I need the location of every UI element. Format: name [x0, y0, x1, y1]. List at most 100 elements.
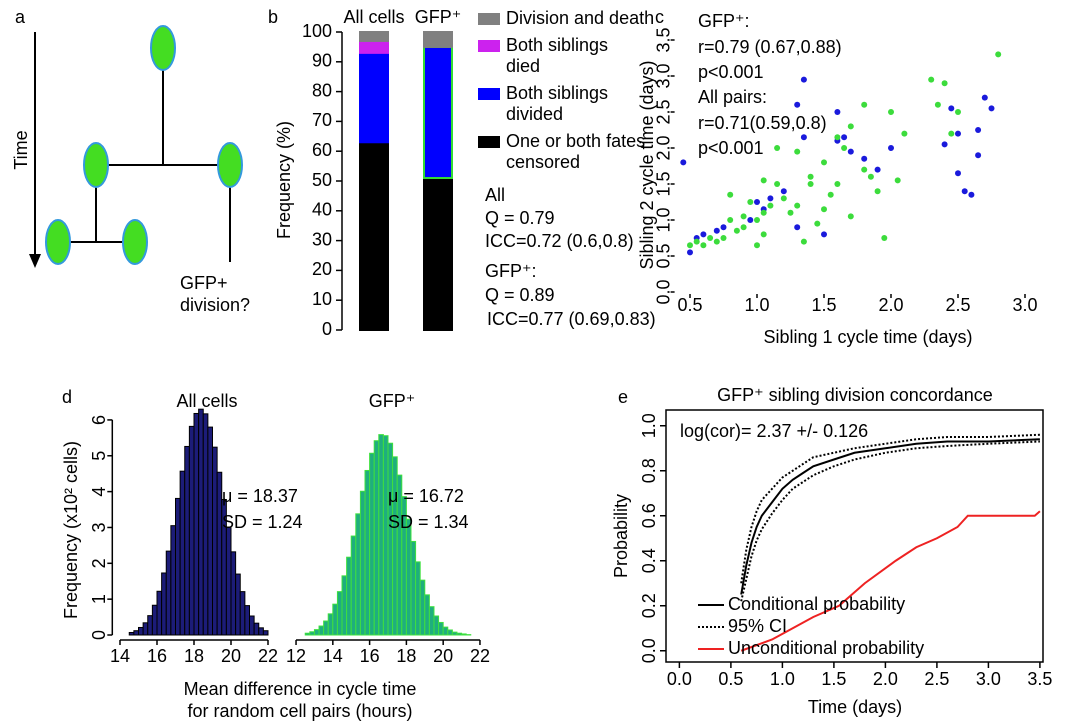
- arrow-head: [29, 254, 41, 268]
- hist-bar: [415, 561, 421, 636]
- x-tick-label: 16: [360, 646, 380, 666]
- point: [847, 213, 854, 220]
- point: [680, 159, 687, 166]
- hist-bar: [405, 518, 412, 636]
- point: [754, 199, 760, 205]
- hist-bar: [193, 412, 200, 636]
- y-tick-label: 1: [89, 594, 109, 604]
- hist-bar: [304, 632, 311, 636]
- hist-bar: [151, 604, 158, 636]
- point: [955, 109, 961, 115]
- legend-label: Unconditional probability: [728, 638, 924, 658]
- hist-bar: [249, 615, 255, 636]
- point: [707, 235, 714, 241]
- bar-segment: [423, 31, 453, 48]
- panel-letter: d: [62, 387, 72, 407]
- hist-bar: [170, 525, 176, 636]
- hist-bar: [198, 408, 204, 636]
- legend-label: Conditional probability: [728, 594, 905, 614]
- y-tick-label: 60: [312, 140, 332, 160]
- point: [780, 195, 787, 202]
- y-tick-label: 0.0: [639, 638, 659, 663]
- point: [794, 224, 801, 231]
- point: [747, 217, 754, 223]
- node-label: division?: [180, 295, 250, 315]
- tree-diagram: a Time GFP+ division?: [11, 7, 250, 315]
- hist-bar: [461, 633, 467, 636]
- panel-letter: e: [618, 387, 628, 407]
- point: [934, 101, 941, 108]
- point: [713, 227, 720, 234]
- hist-bar: [207, 426, 213, 636]
- point: [881, 235, 888, 241]
- annotation: r=0.71(0.59,0.8): [698, 113, 827, 133]
- x-tick-label: 22: [258, 646, 278, 666]
- y-tick-label: 0.0: [653, 279, 673, 304]
- bar-segment: [423, 177, 453, 331]
- y-tick-label: 90: [312, 51, 332, 71]
- point: [740, 224, 747, 231]
- y-tick-label: 0: [322, 319, 332, 339]
- legend-entry: Both siblings died: [478, 35, 681, 77]
- point: [720, 235, 727, 241]
- hist-bar: [133, 630, 139, 636]
- hist-bar: [179, 470, 186, 636]
- point: [687, 242, 693, 249]
- hist-bar: [456, 632, 463, 636]
- point: [780, 188, 787, 195]
- point: [861, 155, 868, 162]
- x-tick-label: 12: [286, 646, 306, 666]
- y-tick-label: 100: [302, 21, 332, 41]
- hist-bar: [244, 605, 250, 636]
- hist-bar: [438, 621, 444, 636]
- hist-bar: [341, 575, 348, 636]
- annotation: GFP⁺:: [485, 261, 537, 281]
- hist-bar: [373, 440, 380, 636]
- point: [754, 242, 760, 249]
- legend-swatch: [478, 136, 500, 148]
- x-tick-label: 3.0: [976, 669, 1001, 689]
- plot-frame: [665, 409, 1044, 663]
- annotation: μ = 18.37: [222, 486, 298, 506]
- y-tick-label: 0.5: [653, 243, 673, 268]
- point: [747, 199, 754, 205]
- y-tick-label: 6: [89, 415, 109, 425]
- annotation: All pairs:: [698, 87, 767, 107]
- x-tick-label: 2.0: [878, 295, 903, 315]
- point: [794, 202, 801, 209]
- hist-bar: [451, 631, 458, 636]
- annotation: p<0.001: [698, 62, 764, 82]
- ci-line: [740, 440, 1040, 602]
- y-axis-label: Sibling 2 cycle time (days): [637, 60, 657, 269]
- point: [814, 220, 821, 227]
- annotation: μ = 16.72: [388, 486, 464, 506]
- legend-label: One or both fates censored: [506, 131, 646, 172]
- legend-entry: One or both fates censored: [478, 131, 681, 173]
- y-tick-label: 1.0: [639, 413, 659, 438]
- point: [821, 159, 827, 166]
- point: [767, 202, 774, 209]
- point: [807, 173, 814, 180]
- point: [740, 213, 747, 220]
- x-tick-label: 0.5: [677, 295, 702, 315]
- hist-bar: [346, 556, 352, 636]
- point: [928, 76, 935, 83]
- point: [981, 94, 988, 101]
- ci-line: [740, 433, 1040, 584]
- x-tick-label: 2.0: [873, 669, 898, 689]
- bar-segment: [423, 45, 453, 180]
- point: [774, 145, 781, 151]
- x-tick-label: 1.5: [821, 669, 846, 689]
- legend-label: Division and death: [506, 8, 655, 28]
- point: [888, 109, 894, 115]
- point: [754, 217, 760, 223]
- legend-entry: Both siblings divided: [478, 83, 681, 125]
- point: [968, 191, 975, 198]
- category-label: All cells: [343, 7, 404, 27]
- legend-swatch: [478, 13, 500, 25]
- hist-bar: [309, 631, 315, 636]
- legend: Division and death Both siblings died Both…: [478, 8, 681, 179]
- point: [941, 80, 948, 87]
- y-axis-label: Probability: [611, 494, 631, 578]
